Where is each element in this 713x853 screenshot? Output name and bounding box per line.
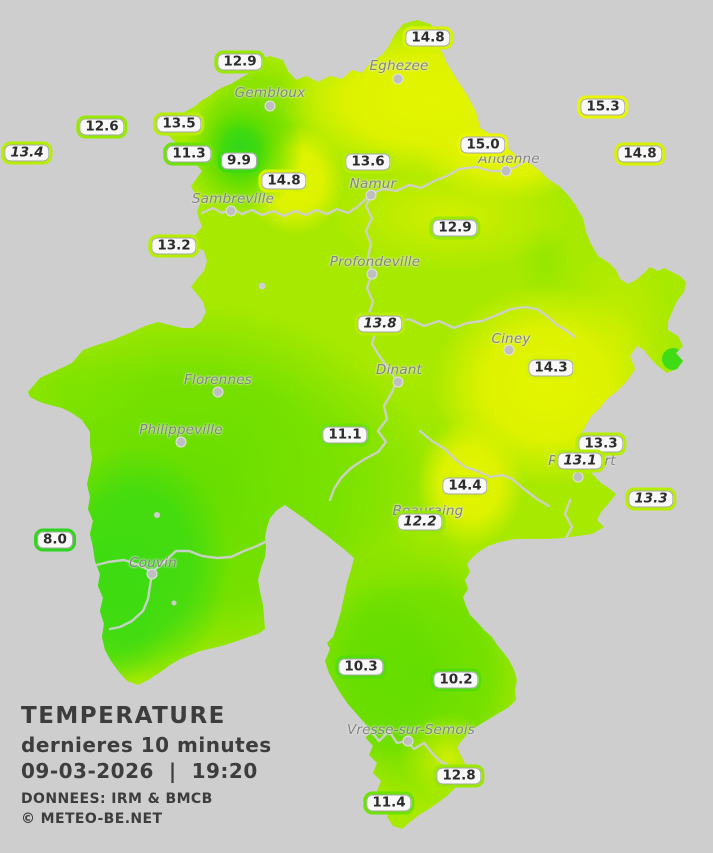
city-dot: [392, 376, 404, 388]
city-name: Profondeville: [329, 254, 421, 270]
map-subtitle: dernieres 10 minutes: [21, 733, 272, 757]
temperature-label: 14.3: [525, 356, 577, 380]
data-sources: DONNEES: IRM & BMCB: [21, 791, 213, 807]
title-block: TEMPERATURE dernieres 10 minutes 09-03-2…: [21, 701, 272, 829]
temperature-label: 11.1: [319, 423, 371, 447]
temperature-label: 14.4: [439, 474, 491, 498]
temperature-label: 13.5: [153, 112, 205, 136]
river-eau-noire-south: [108, 571, 154, 631]
map-title: TEMPERATURE: [21, 703, 226, 729]
temperature-label: 12.9: [214, 50, 266, 74]
city-name: Sambreville: [191, 191, 275, 207]
river-meuse-east: [369, 149, 541, 196]
temperature-label: 12.2: [394, 510, 446, 534]
temperature-label: 14.8: [258, 169, 310, 193]
city-name: Philippeville: [139, 422, 223, 438]
city-dot: [146, 568, 158, 580]
temperature-label: 15.3: [577, 95, 629, 119]
temperature-label: 12.8: [433, 764, 485, 788]
river-bocq: [377, 305, 577, 339]
city-dot: [392, 73, 404, 85]
river-meuse-south: [328, 193, 399, 502]
city-name: Gembloux: [234, 85, 306, 101]
temperature-label: 13.3: [625, 487, 677, 511]
city-name: Namur: [349, 176, 397, 192]
city-dot: [366, 268, 378, 280]
temperature-label: 13.2: [148, 234, 200, 258]
temperature-label: 13.4: [1, 141, 53, 165]
temperature-label: 15.0: [457, 133, 509, 157]
temperature-label: 8.0: [34, 528, 76, 552]
city-name: Dinant: [375, 362, 423, 378]
city-dot: [264, 100, 276, 112]
city-name: Florennes: [184, 372, 252, 388]
temperature-label: 12.9: [429, 216, 481, 240]
temperature-label: 14.8: [402, 26, 454, 50]
map-datetime: 09-03-2026 | 19:20: [21, 759, 258, 783]
city-name: Vresse-sur-Semois: [346, 722, 476, 738]
temperature-label: 13.8: [354, 312, 406, 336]
temperature-label: 11.3: [163, 142, 215, 166]
city-name: Eghezee: [369, 58, 429, 74]
temperature-label: 13.1: [554, 449, 606, 473]
temperature-label: 12.6: [76, 115, 128, 139]
city-dot: [503, 344, 515, 356]
temperature-label: 9.9: [218, 149, 260, 173]
city-dot: [572, 471, 584, 483]
river-lomme: [563, 498, 574, 540]
city-dot: [225, 205, 237, 217]
river-eau-noire: [91, 538, 271, 574]
temperature-label: 11.4: [363, 791, 415, 815]
city-dot: [212, 386, 224, 398]
city-name: Couvin: [129, 555, 177, 571]
temperature-label: 14.8: [614, 142, 666, 166]
city-dot: [402, 735, 414, 747]
city-dot: [365, 189, 377, 201]
city-name: Ciney: [491, 331, 531, 347]
city-dot: [500, 165, 512, 177]
temperature-label: 10.2: [430, 668, 482, 692]
temperature-label: 13.6: [342, 150, 394, 174]
city-dot: [175, 436, 187, 448]
copyright: © METEO-BE.NET: [21, 811, 163, 827]
temperature-label: 10.3: [335, 655, 387, 679]
river-lesse: [418, 429, 551, 508]
